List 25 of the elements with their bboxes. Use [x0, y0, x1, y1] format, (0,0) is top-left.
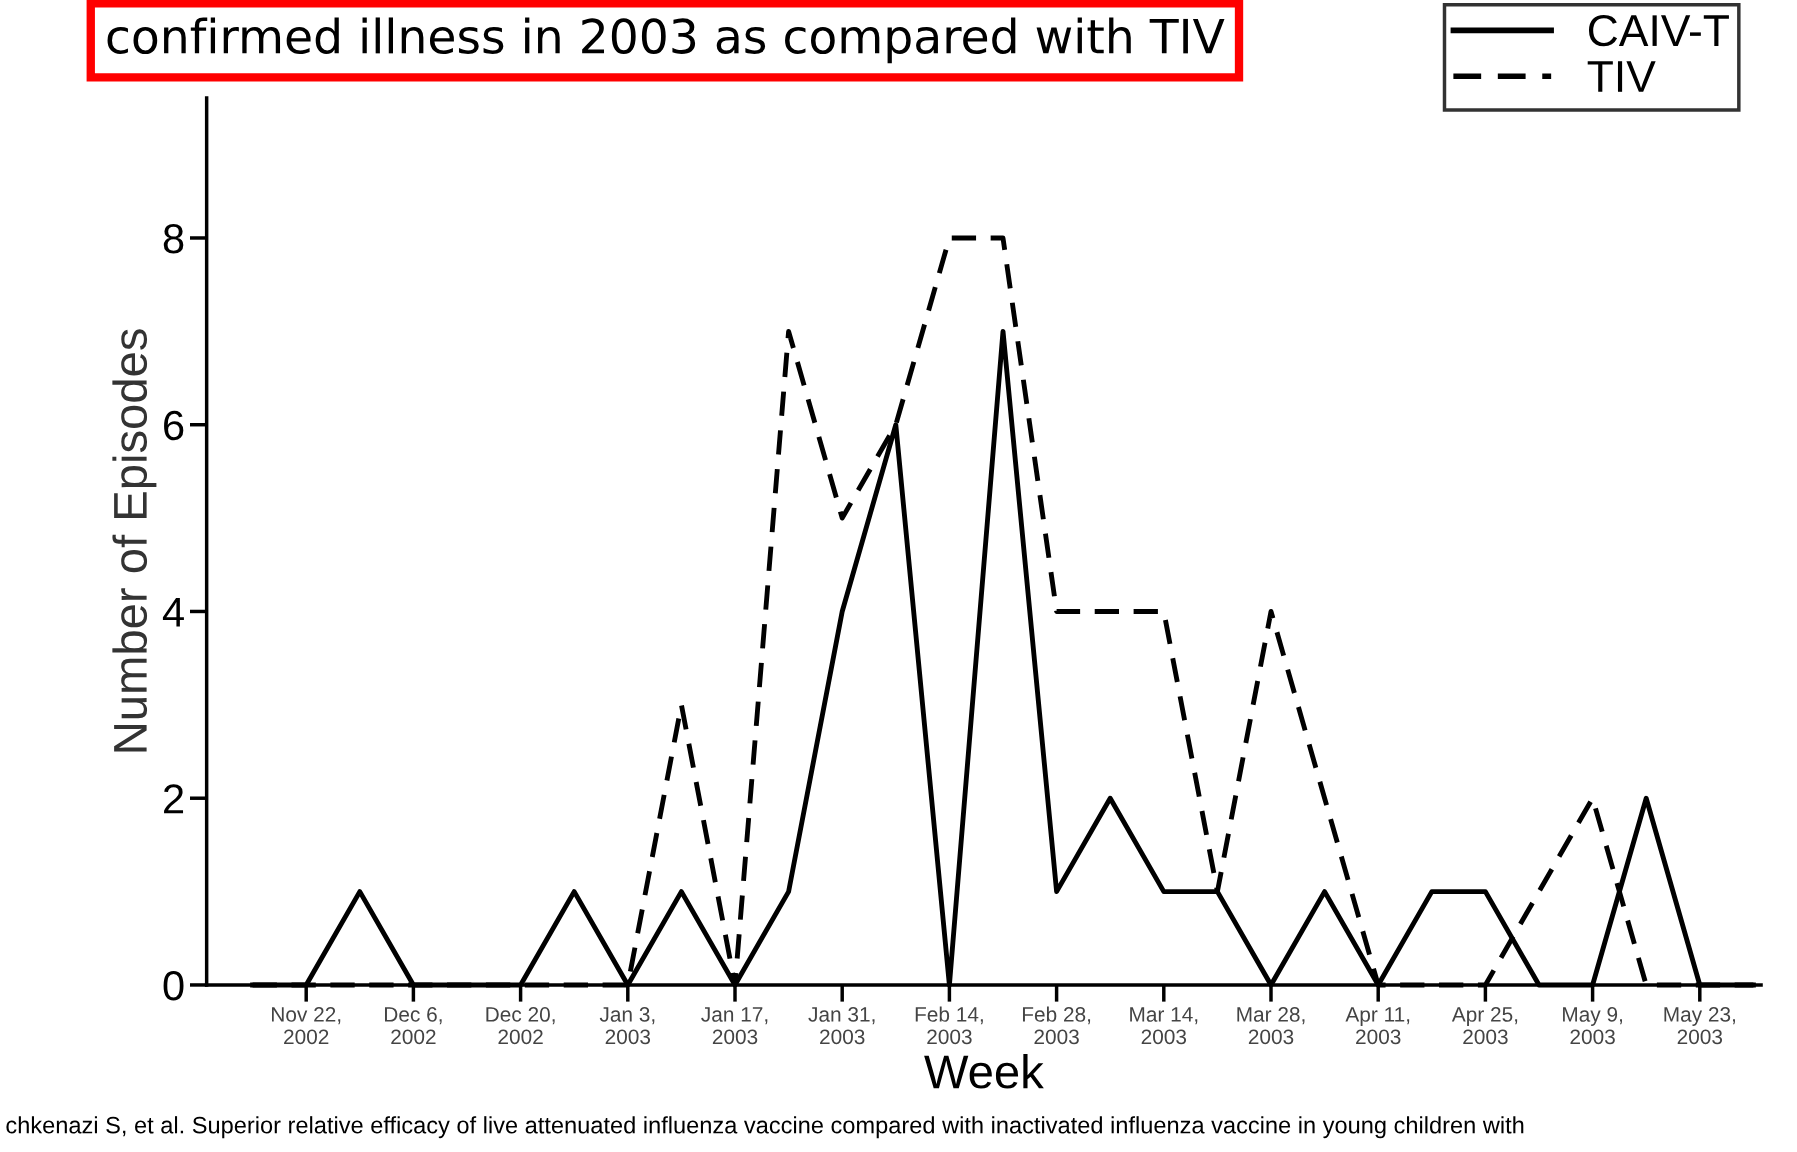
x-axis-title: Week: [924, 1053, 1044, 1089]
x-tick-label: Apr 11, 2003: [1345, 1007, 1410, 1045]
x-tick-label: Dec 20, 2002: [486, 1007, 555, 1045]
x-tick-label: Jan 31, 2003: [808, 1007, 875, 1045]
y-tick-label: 4: [162, 597, 184, 627]
y-tick-label: 6: [164, 410, 184, 441]
legend-label: TIV: [1587, 61, 1656, 92]
x-tick-label: Jan 3, 2003: [599, 1007, 655, 1045]
y-axis-title: Number of Episodes: [112, 329, 157, 752]
x-tick-label: Nov 22, 2002: [272, 1007, 341, 1045]
x-tick-label: May 9, 2003: [1563, 1007, 1622, 1045]
legend-label: CAIV-T: [1588, 14, 1729, 47]
x-tick-label: Apr 25, 2003: [1451, 1007, 1518, 1045]
x-tick-label: Feb 14, 2003: [915, 1006, 983, 1045]
x-tick-label: Mar 14, 2003: [1130, 1007, 1198, 1045]
y-tick-label: 2: [164, 784, 184, 814]
x-tick-label: Mar 28, 2003: [1237, 1007, 1305, 1045]
x-tick-label: May 23, 2003: [1664, 1007, 1735, 1045]
x-tick-label: Dec 6, 2002: [385, 1007, 442, 1045]
text: chkenazi S, et al. Superior relative efficacy of live attenuated influenza vaccine compared with inactivated influenza vaccine in young children with: [6, 1116, 1524, 1139]
y-tick-label: 0: [163, 970, 184, 1001]
chart-title: confirmed illness in 2003 as compared with TIV: [107, 17, 1225, 64]
x-tick-label: Jan 17, 2003: [701, 1007, 768, 1045]
x-tick-label: Feb 28, 2003: [1022, 1006, 1091, 1045]
y-tick-label: 8: [163, 223, 184, 254]
